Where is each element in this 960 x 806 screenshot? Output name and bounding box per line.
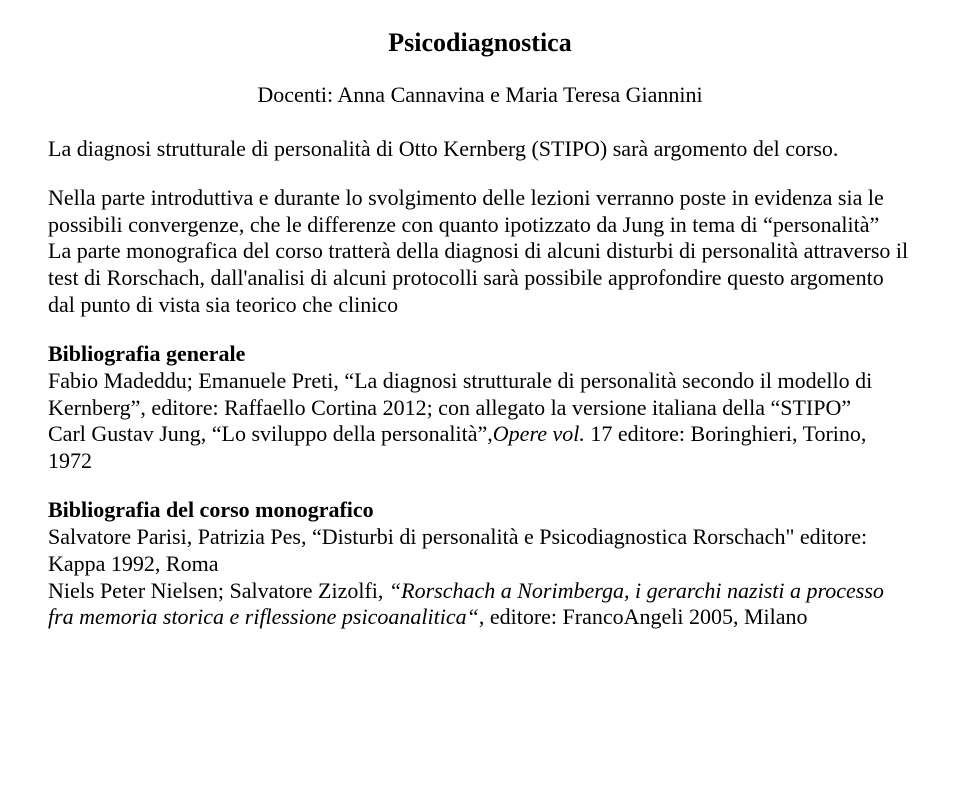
paragraph-1: La diagnosi strutturale di personalità d… xyxy=(48,136,912,163)
bib-mono-heading: Bibliografia del corso monografico xyxy=(48,497,374,522)
paragraph-2-part1: Nella parte introduttiva e durante lo sv… xyxy=(48,185,884,237)
paragraph-2-part2: La parte monografica del corso tratterà … xyxy=(48,238,908,317)
paragraph-2: Nella parte introduttiva e durante lo sv… xyxy=(48,185,912,319)
docenti-line: Docenti: Anna Cannavina e Maria Teresa G… xyxy=(48,82,912,108)
bib-general-ref-2a: Carl Gustav Jung, “Lo sviluppo della per… xyxy=(48,421,493,446)
bib-general-ref-2b: Opere vol. xyxy=(493,421,585,446)
bib-general-ref-1: Fabio Madeddu; Emanuele Preti, “La diagn… xyxy=(48,368,872,420)
page-title: Psicodiagnostica xyxy=(48,28,912,58)
bib-mono-ref-1: Salvatore Parisi, Patrizia Pes, “Disturb… xyxy=(48,524,867,576)
bib-mono-ref-2c: , editore: FrancoAngeli 2005, Milano xyxy=(479,604,808,629)
document-page: Psicodiagnostica Docenti: Anna Cannavina… xyxy=(0,0,960,693)
bib-general-heading: Bibliografia generale xyxy=(48,341,245,366)
bibliography-monographic: Bibliografia del corso monografico Salva… xyxy=(48,497,912,631)
bib-mono-ref-2a: Niels Peter Nielsen; Salvatore Zizolfi, xyxy=(48,578,389,603)
bibliography-general: Bibliografia generale Fabio Madeddu; Ema… xyxy=(48,341,912,475)
